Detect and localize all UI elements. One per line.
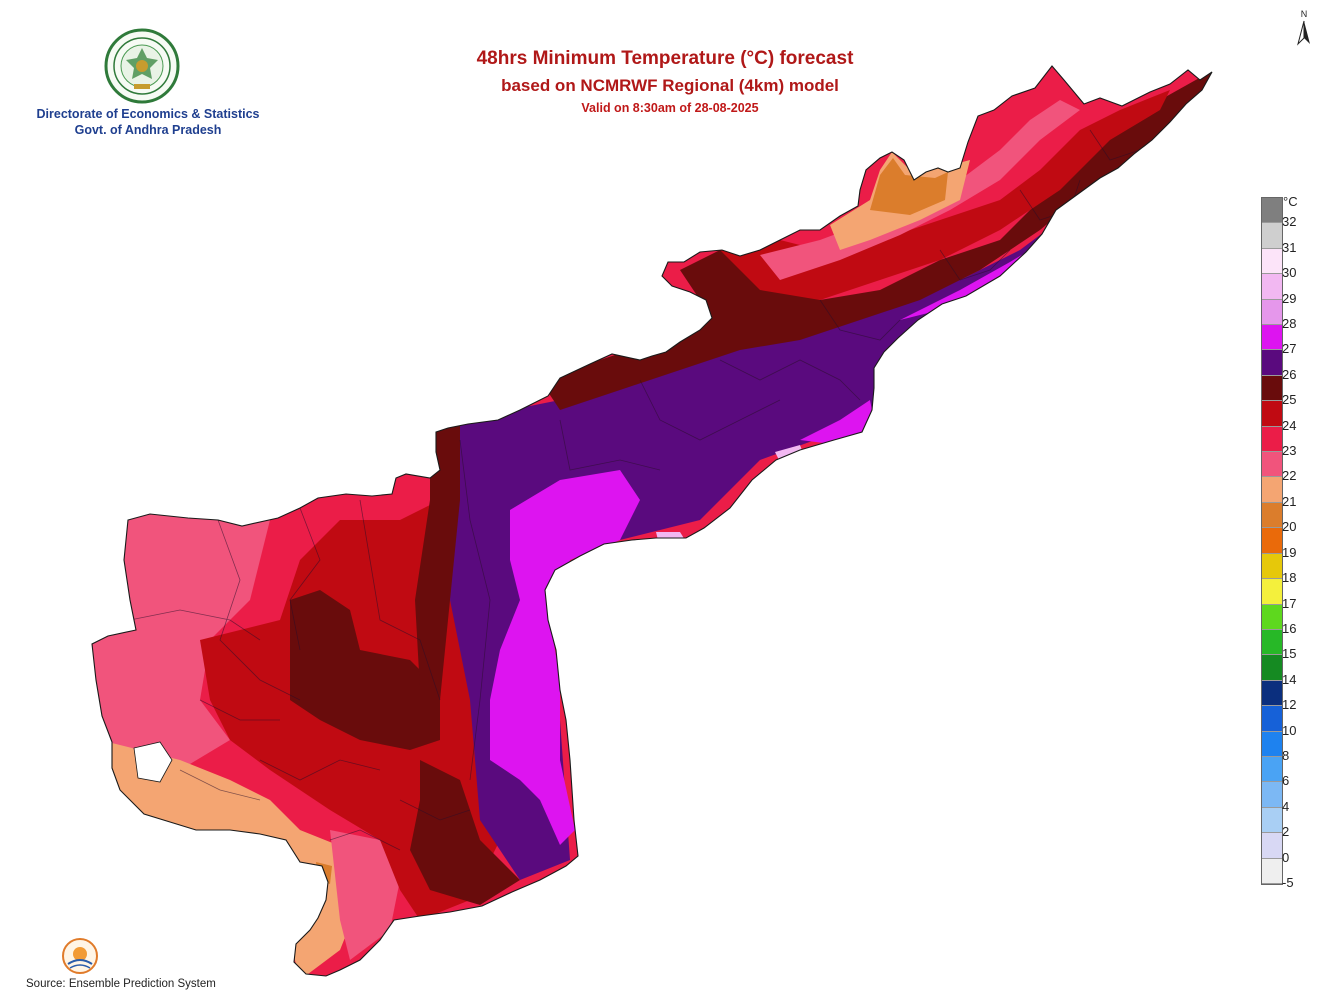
legend-swatch xyxy=(1262,756,1282,783)
legend-swatch xyxy=(1262,528,1282,554)
legend-tick-label: 0 xyxy=(1282,849,1290,865)
legend-tick-label: 16 xyxy=(1282,620,1297,636)
map-title: 48hrs Minimum Temperature (°C) forecast xyxy=(476,48,854,69)
legend-swatch xyxy=(1262,375,1282,402)
legend-swatch xyxy=(1262,452,1282,478)
legend-swatch xyxy=(1262,731,1282,757)
legend-swatch xyxy=(1262,579,1282,605)
north-label: N xyxy=(1301,9,1308,19)
legend-swatch xyxy=(1262,502,1282,529)
legend-unit: °C xyxy=(1283,194,1298,209)
legend-swatch xyxy=(1262,299,1282,326)
legend-tick-label: 26 xyxy=(1282,366,1297,382)
legend-swatch xyxy=(1262,477,1282,503)
legend-swatch xyxy=(1262,401,1282,427)
legend-tick-label: 6 xyxy=(1282,773,1290,789)
legend-tick-label: 28 xyxy=(1282,316,1297,332)
imd-logo xyxy=(62,938,98,974)
legend-tick-label: 15 xyxy=(1282,646,1297,662)
legend-tick-label: 17 xyxy=(1282,595,1297,611)
legend-swatch xyxy=(1262,604,1282,630)
legend-swatch xyxy=(1262,782,1282,808)
legend-tick-label: 12 xyxy=(1282,697,1297,713)
legend-tick-label: 24 xyxy=(1282,417,1297,433)
legend-swatch xyxy=(1262,858,1282,884)
legend-swatch xyxy=(1262,223,1282,249)
temperature-zones xyxy=(92,66,1212,976)
map-subtitle: based on NCMRWF Regional (4km) model xyxy=(501,76,839,95)
legend-tick-label: 30 xyxy=(1282,265,1297,281)
district-boundaries xyxy=(129,129,1141,851)
organization-name: Directorate of Economics & Statistics Go… xyxy=(14,106,282,138)
legend-swatch xyxy=(1262,629,1282,656)
legend-swatch xyxy=(1262,350,1282,376)
legend-tick-label: 31 xyxy=(1282,239,1297,255)
legend-tick-label: 23 xyxy=(1282,443,1297,459)
legend-tick-label: 14 xyxy=(1282,671,1297,687)
legend-swatch xyxy=(1262,198,1282,224)
valid-date: Valid on 8:30am of 28-08-2025 xyxy=(581,101,759,115)
ap-government-seal-logo xyxy=(104,28,180,104)
legend-swatch xyxy=(1262,325,1282,351)
source-note: Source: Ensemble Prediction System xyxy=(26,978,216,990)
legend-tick-label: 8 xyxy=(1282,747,1290,763)
legend-tick-label: 20 xyxy=(1282,519,1297,535)
legend-swatch xyxy=(1262,706,1282,732)
legend-swatch xyxy=(1262,274,1282,300)
organization-line-2: Govt. of Andhra Pradesh xyxy=(74,123,222,137)
legend-tick-label: 19 xyxy=(1282,544,1297,560)
legend-tick-label: 22 xyxy=(1282,468,1297,484)
legend-tick-label: 32 xyxy=(1282,214,1297,230)
legend-swatch xyxy=(1262,553,1282,580)
color-legend xyxy=(1261,197,1283,885)
legend-swatch xyxy=(1262,807,1282,834)
legend-tick-label: 4 xyxy=(1282,798,1290,814)
legend-swatch xyxy=(1262,680,1282,707)
legend-tick-label: 29 xyxy=(1282,290,1297,306)
temperature-map xyxy=(91,65,1213,977)
organization-line-1: Directorate of Economics & Statistics xyxy=(36,107,260,121)
legend-swatch xyxy=(1262,248,1282,275)
legend-tick-label: 10 xyxy=(1282,722,1297,738)
white-gap-area xyxy=(133,741,173,783)
legend-tick-label: 25 xyxy=(1282,392,1297,408)
legend-tick-label: 2 xyxy=(1282,824,1290,840)
legend-tick-label: -5 xyxy=(1282,875,1294,890)
legend-swatch xyxy=(1262,426,1282,453)
north-arrow-icon: N xyxy=(1297,9,1310,46)
legend-swatch xyxy=(1262,655,1282,681)
legend-tick-label: 21 xyxy=(1282,493,1297,509)
legend-tick-label: 18 xyxy=(1282,570,1297,586)
legend-swatch xyxy=(1262,833,1282,859)
legend-tick-label: 27 xyxy=(1282,341,1297,357)
